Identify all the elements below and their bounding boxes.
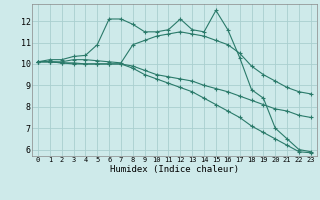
X-axis label: Humidex (Indice chaleur): Humidex (Indice chaleur) <box>110 165 239 174</box>
